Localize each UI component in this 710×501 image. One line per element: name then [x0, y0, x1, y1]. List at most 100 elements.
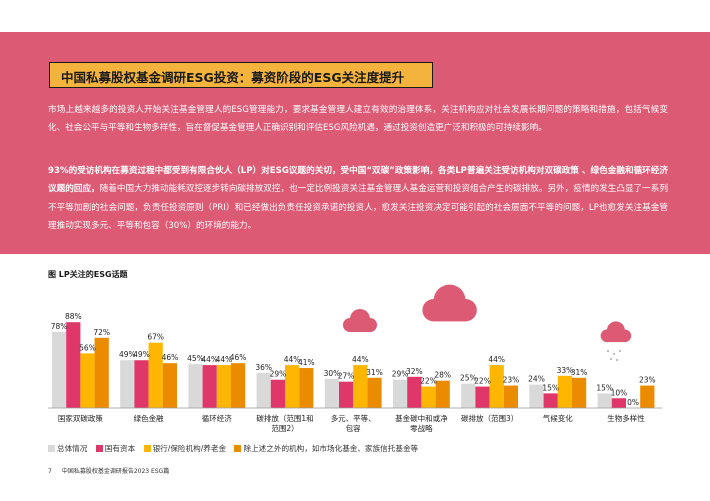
category-label: 零战略: [410, 423, 433, 433]
document-title: 中国私募股权基金调研报告2023 ESG篇: [61, 468, 170, 475]
category-label: 基金碳中和或净: [395, 413, 448, 423]
intro-paragraph: 市场上越来越多的投资人开始关注基金管理人的ESG管理能力，要求基金管理人建立有效…: [48, 105, 668, 134]
data-label: 31%: [366, 368, 383, 377]
category-label: 碳排放（范围1和: [256, 413, 313, 423]
legend-label: 除上述之外的机构，如市场化基金、家族信托基金等: [243, 444, 419, 453]
section-title: 中国私募股权基金调研ESG投资：募资阶段的ESG关注度提升: [61, 70, 405, 85]
bar-8-3: [640, 385, 655, 408]
data-label: 56%: [79, 343, 96, 352]
legend-label: 国有资本: [104, 444, 136, 453]
bar-6-3: [503, 385, 518, 408]
data-label: 46%: [230, 353, 247, 362]
data-label: 44%: [201, 355, 218, 364]
legend-swatch: [48, 445, 55, 452]
figure-title: 图 LP关注的ESG话题: [48, 270, 128, 279]
legend-label: 银行/保险机构/养老金: [152, 444, 227, 453]
bar-7-2: [557, 375, 572, 408]
bar-1-1: [134, 360, 149, 408]
data-label: 41%: [298, 358, 315, 367]
finding-highlight: 93%的受访机构在募资过程中都受到有限合伙人（LP）对ESG议题的关切，受中国“…: [48, 166, 668, 195]
data-label: 78%: [51, 322, 68, 331]
bar-6-0: [461, 383, 476, 408]
chart-legend: 总体情况 国有资本 银行/保险机构/养老金 除上述之外的机构，如市场化基金、家族…: [48, 443, 424, 454]
data-label: 15%: [542, 383, 559, 392]
data-label: 67%: [147, 333, 164, 342]
bar-2-3: [231, 363, 246, 408]
category-label: 气候变化: [543, 413, 573, 423]
category-label: 多元、平等、: [331, 413, 376, 423]
bar-1-0: [120, 360, 135, 408]
data-label: 27%: [338, 372, 355, 381]
chart-value-labels: 78%88%56%72%49%49%67%46% 45%44%44%46%36%2…: [51, 312, 656, 407]
cloud-icon-small: [343, 309, 377, 332]
bar-0-1: [66, 322, 81, 408]
data-label: 23%: [503, 376, 520, 385]
bar-5-0: [393, 379, 408, 408]
bar-4-2: [353, 365, 368, 408]
bar-0-3: [94, 337, 109, 408]
page-footer: 7 中国私募股权基金调研报告2023 ESG篇: [48, 466, 179, 475]
category-label: 生物多样性: [607, 413, 645, 423]
data-label: 29%: [392, 370, 409, 379]
data-label: 46%: [162, 353, 179, 362]
data-label: 45%: [187, 354, 204, 363]
data-label: 24%: [528, 375, 545, 384]
cloud-icon-large: [422, 284, 477, 322]
bar-1-3: [162, 363, 177, 408]
data-label: 44%: [488, 355, 505, 364]
data-label: 49%: [133, 350, 150, 359]
finding-detail: 随着中国大力推动能耗双控逐步转向碳排放双控，也一定比例投资关注基金管理人基金运营…: [48, 184, 668, 232]
data-label: 0%: [627, 398, 639, 407]
category-label: 绿色金融: [134, 413, 164, 423]
data-label: 22%: [420, 377, 437, 386]
data-label: 88%: [65, 312, 82, 321]
legend-item-bank-insurance: 银行/保险机构/养老金: [143, 443, 227, 454]
bar-4-1: [339, 381, 354, 408]
page-number: 7: [48, 468, 52, 475]
data-label: 10%: [611, 388, 628, 397]
rain-cloud-icon: [600, 321, 632, 362]
data-label: 28%: [434, 371, 451, 380]
data-label: 44%: [352, 355, 369, 364]
bar-6-1: [475, 386, 490, 408]
legend-item-state-capital: 国有资本: [95, 443, 136, 454]
data-label: 31%: [571, 368, 588, 377]
data-label: 29%: [270, 370, 287, 379]
bar-7-3: [572, 377, 587, 408]
bar-7-0: [529, 384, 544, 408]
bar-5-1: [407, 376, 422, 408]
data-label: 25%: [460, 374, 477, 383]
bar-2-2: [216, 365, 231, 408]
legend-swatch: [234, 445, 242, 452]
legend-item-overall: 总体情况: [48, 443, 87, 454]
bar-4-0: [324, 378, 339, 408]
bar-6-2: [489, 365, 504, 408]
data-label: 44%: [284, 355, 301, 364]
bar-3-0: [256, 372, 271, 408]
finding-paragraph: 93%的受访机构在募资过程中都受到有限合伙人（LP）对ESG议题的关切，受中国“…: [48, 162, 668, 236]
bar-3-3: [299, 368, 314, 408]
data-label: 72%: [93, 328, 110, 337]
bar-5-3: [435, 380, 450, 408]
bar-0-0: [52, 331, 67, 408]
bar-3-1: [270, 379, 285, 408]
data-label: 32%: [406, 367, 423, 376]
chart-bars: [52, 322, 655, 408]
bar-0-2: [80, 353, 95, 408]
data-label: 23%: [639, 376, 656, 385]
legend-label: 总体情况: [57, 444, 88, 453]
category-label: 包容: [346, 423, 361, 433]
data-label: 33%: [557, 366, 574, 375]
esg-topics-bar-chart: 78%88%56%72%49%49%67%46% 45%44%44%46%36%2…: [48, 284, 662, 433]
bar-3-2: [285, 365, 300, 408]
category-label: 循环经济: [202, 413, 232, 423]
bar-7-1: [543, 393, 558, 408]
section-title-box: 中国私募股权基金调研ESG投资：募资阶段的ESG关注度提升: [49, 62, 433, 88]
bar-2-0: [188, 364, 203, 408]
legend-item-other-institutions: 除上述之外的机构，如市场化基金、家族信托基金等: [234, 443, 418, 454]
bar-2-1: [202, 365, 217, 408]
data-label: 22%: [474, 377, 491, 386]
bar-4-3: [367, 377, 382, 408]
category-label: 碳排放（范围3）: [461, 413, 518, 423]
